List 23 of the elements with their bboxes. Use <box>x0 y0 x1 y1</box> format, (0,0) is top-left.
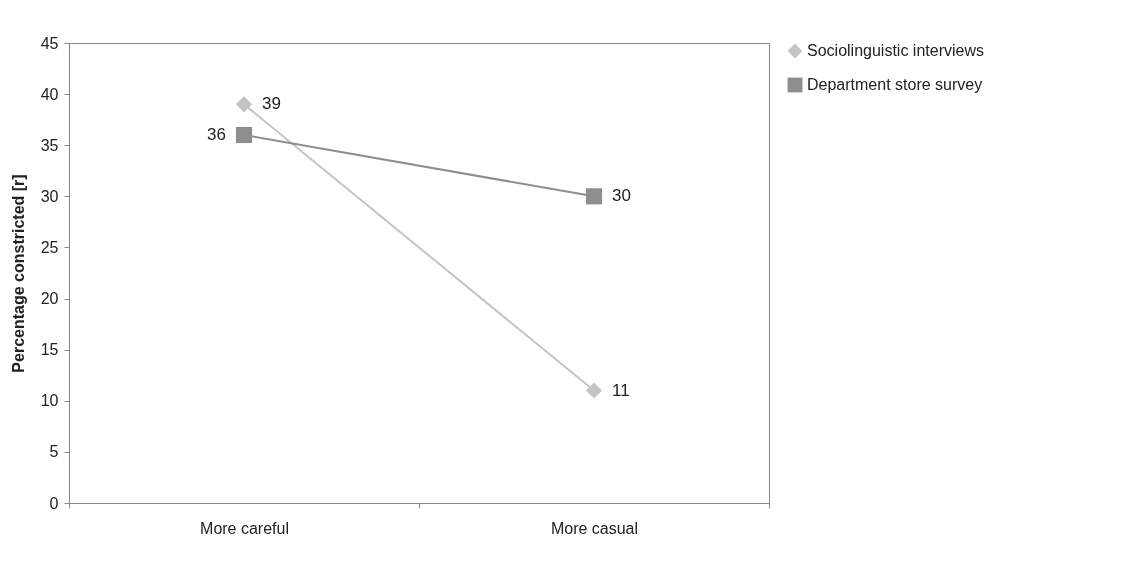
y-tick-label: 15 <box>40 341 59 359</box>
y-tick-label: 40 <box>40 85 59 103</box>
legend-label: Sociolinguistic interviews <box>807 42 984 59</box>
x-tick-label: More careful <box>200 519 289 537</box>
data-label: 11 <box>612 380 630 400</box>
y-tick-label: 20 <box>40 290 59 308</box>
legend-label: Department store survey <box>807 76 983 93</box>
y-tick-label: 10 <box>40 392 59 410</box>
y-tick-label: 35 <box>40 136 59 154</box>
point <box>585 382 603 399</box>
y-tick-label: 25 <box>40 238 59 256</box>
x-tick-label: More casual <box>550 519 639 537</box>
point <box>585 188 603 205</box>
y-tick-label: 5 <box>49 443 59 461</box>
data-label: 30 <box>612 186 631 206</box>
y-tick-label: 30 <box>40 187 59 205</box>
point <box>235 126 253 144</box>
y-tick-label: 45 <box>40 34 59 52</box>
data-label: 39 <box>262 94 281 114</box>
y-tick-label: 0 <box>49 494 59 512</box>
data-label: 36 <box>207 125 226 144</box>
point <box>235 96 253 113</box>
y-axis-title: Percentage constricted [r] <box>9 174 27 373</box>
